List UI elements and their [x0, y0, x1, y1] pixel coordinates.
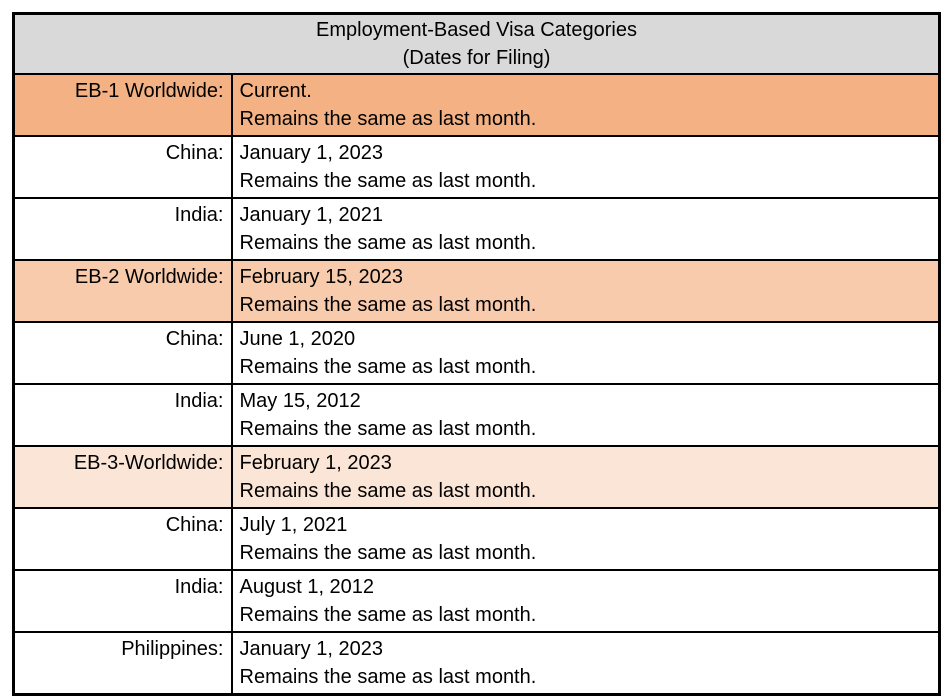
filing-date: February 1, 2023: [239, 452, 392, 474]
filing-date: May 15, 2012: [239, 390, 361, 412]
category-label: China:: [12, 135, 233, 199]
table-row-eb2-worldwide: EB-2 Worldwide: February 15, 2023 Remain…: [12, 259, 941, 323]
table-row-eb3-china: China: July 1, 2021 Remains the same as …: [12, 507, 941, 571]
category-value: July 1, 2021 Remains the same as last mo…: [230, 507, 941, 571]
status-note: Remains the same as last month.: [239, 356, 537, 378]
category-label: China:: [12, 321, 233, 385]
filing-date: January 1, 2023: [239, 142, 383, 164]
table-row-eb3-philippines: Philippines: January 1, 2023 Remains the…: [12, 631, 941, 696]
status-note: Remains the same as last month.: [239, 666, 537, 688]
category-value: Current. Remains the same as last month.: [230, 73, 941, 137]
status-note: Remains the same as last month.: [239, 604, 537, 626]
table-row-eb1-china: China: January 1, 2023 Remains the same …: [12, 135, 941, 199]
category-value: January 1, 2021 Remains the same as last…: [230, 197, 941, 261]
table-row-eb1-worldwide: EB-1 Worldwide: Current. Remains the sam…: [12, 73, 941, 137]
status-note: Remains the same as last month.: [239, 542, 537, 564]
status-note: Remains the same as last month.: [239, 418, 537, 440]
status-note: Remains the same as last month.: [239, 480, 537, 502]
category-label: India:: [12, 197, 233, 261]
category-value: January 1, 2023 Remains the same as last…: [230, 135, 941, 199]
category-value: February 1, 2023 Remains the same as las…: [230, 445, 941, 509]
category-label: Philippines:: [12, 631, 233, 696]
filing-date: February 15, 2023: [239, 266, 403, 288]
filing-date: August 1, 2012: [239, 576, 375, 598]
filing-date: January 1, 2021: [239, 204, 383, 226]
status-note: Remains the same as last month.: [239, 294, 537, 316]
table-row-eb1-india: India: January 1, 2021 Remains the same …: [12, 197, 941, 261]
category-label: India:: [12, 569, 233, 633]
filing-date: July 1, 2021: [239, 514, 348, 536]
table-row-eb2-india: India: May 15, 2012 Remains the same as …: [12, 383, 941, 447]
category-value: January 1, 2023 Remains the same as last…: [230, 631, 941, 696]
table-title: Employment-Based Visa Categories (Dates …: [12, 12, 941, 75]
status-note: Remains the same as last month.: [239, 108, 537, 130]
category-value: February 15, 2023 Remains the same as la…: [230, 259, 941, 323]
table-row-eb3-worldwide: EB-3-Worldwide: February 1, 2023 Remains…: [12, 445, 941, 509]
table-header-row: Employment-Based Visa Categories (Dates …: [12, 12, 941, 75]
category-label: EB-1 Worldwide:: [12, 73, 233, 137]
table-title-line2: (Dates for Filing): [402, 47, 551, 69]
table-title-line1: Employment-Based Visa Categories: [316, 19, 637, 41]
category-value: August 1, 2012 Remains the same as last …: [230, 569, 941, 633]
category-value: May 15, 2012 Remains the same as last mo…: [230, 383, 941, 447]
category-label: EB-2 Worldwide:: [12, 259, 233, 323]
filing-date: January 1, 2023: [239, 638, 383, 660]
filing-date: June 1, 2020: [239, 328, 356, 350]
category-label: EB-3-Worldwide:: [12, 445, 233, 509]
visa-categories-table: Employment-Based Visa Categories (Dates …: [12, 12, 941, 696]
filing-date: Current.: [239, 80, 312, 102]
category-label: India:: [12, 383, 233, 447]
table-row-eb2-china: China: June 1, 2020 Remains the same as …: [12, 321, 941, 385]
category-label: China:: [12, 507, 233, 571]
category-value: June 1, 2020 Remains the same as last mo…: [230, 321, 941, 385]
status-note: Remains the same as last month.: [239, 232, 537, 254]
status-note: Remains the same as last month.: [239, 170, 537, 192]
table-row-eb3-india: India: August 1, 2012 Remains the same a…: [12, 569, 941, 633]
